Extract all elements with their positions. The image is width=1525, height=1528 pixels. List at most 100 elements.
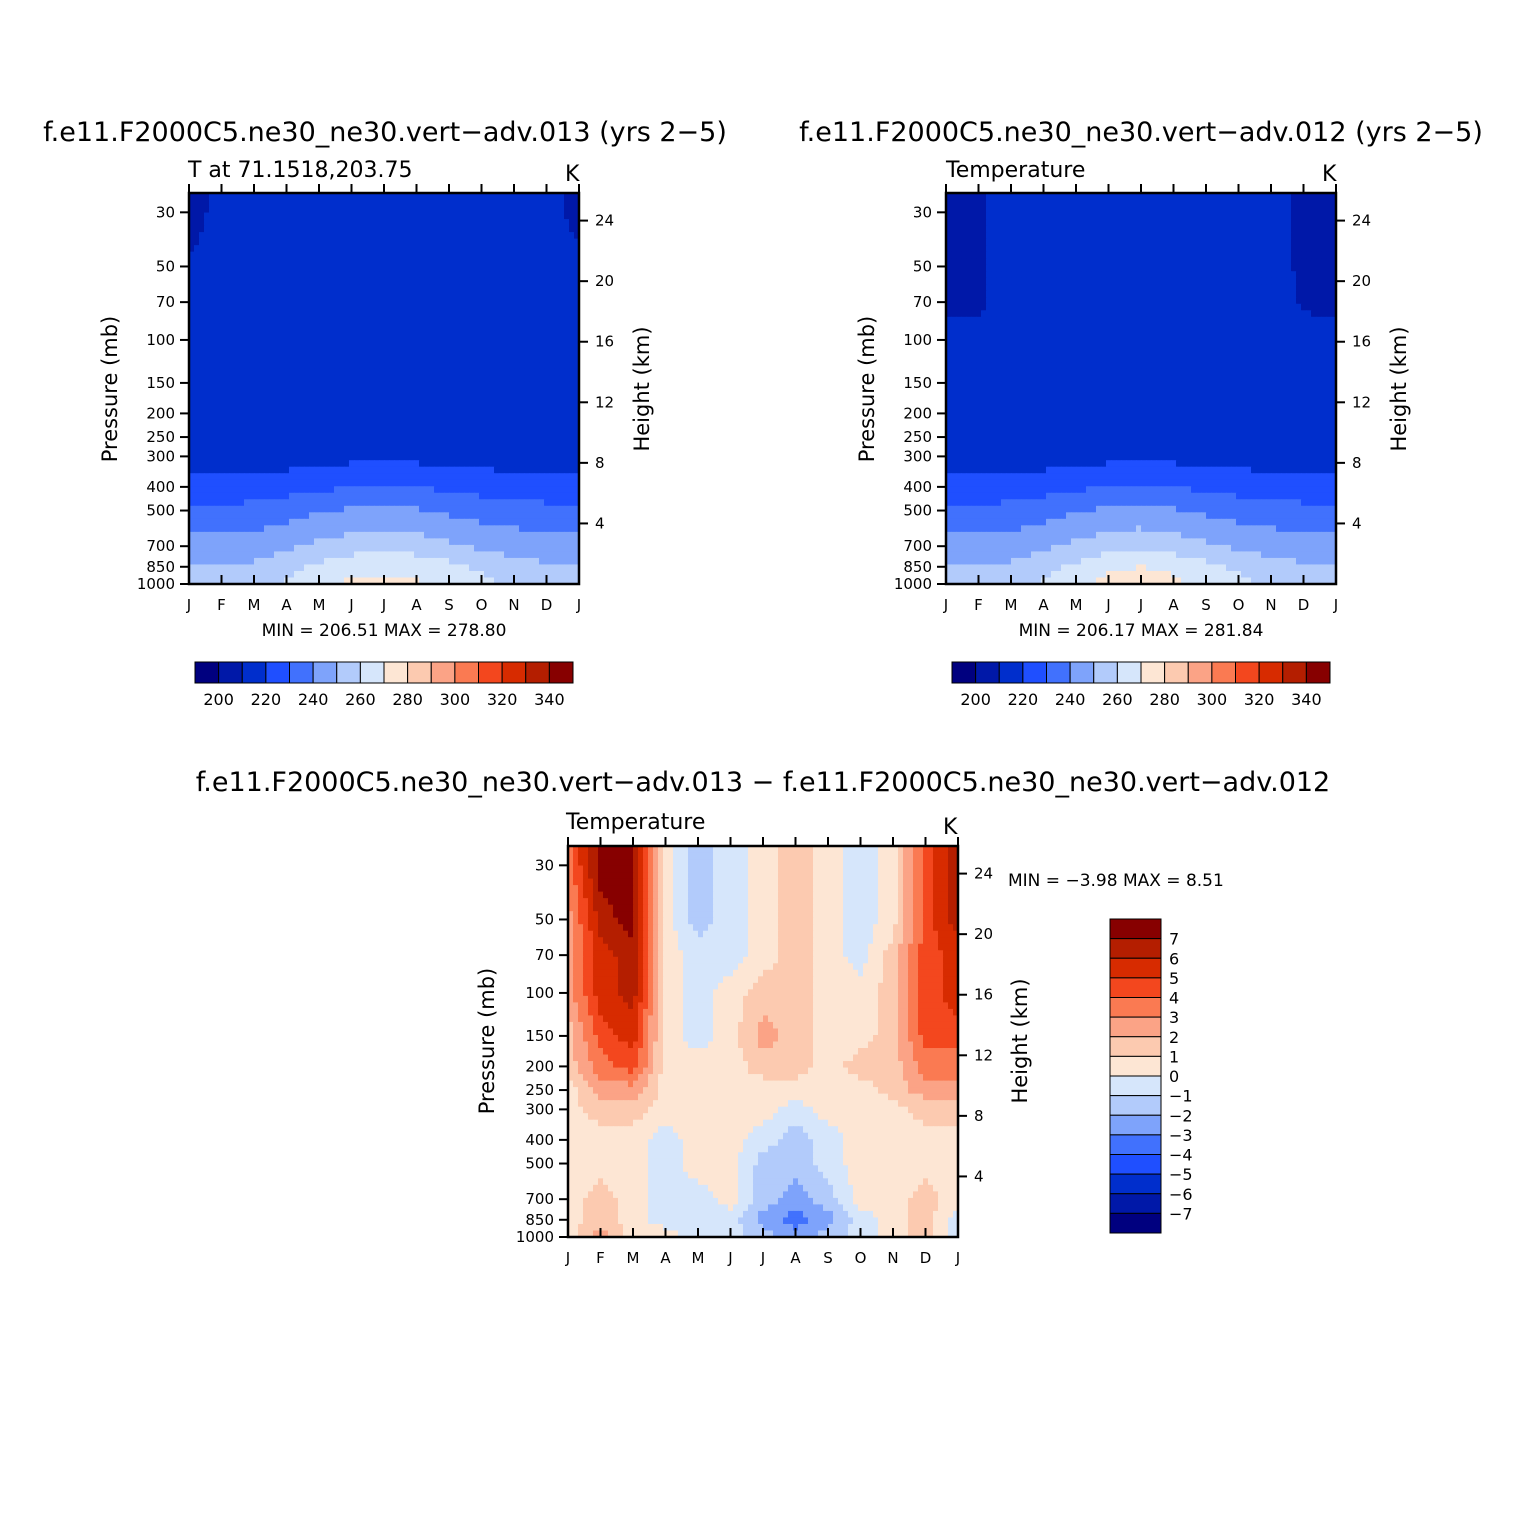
field-cell <box>444 245 450 253</box>
field-cell <box>344 323 350 331</box>
field-cell <box>334 329 340 337</box>
field-cell <box>454 323 460 331</box>
field-cell <box>574 479 580 487</box>
field-cell <box>569 408 575 416</box>
field-cell <box>314 336 320 344</box>
field-cell <box>454 264 460 272</box>
field-cell <box>254 460 260 468</box>
field-cell <box>554 264 560 272</box>
field-cell <box>394 199 400 207</box>
field-cell <box>1201 193 1207 201</box>
field-cell <box>339 219 345 227</box>
field-cell <box>459 199 465 207</box>
field-cell <box>234 290 240 298</box>
field-cell <box>359 297 365 305</box>
field-cell <box>389 414 395 422</box>
field-cell <box>534 245 540 253</box>
field-cell <box>199 440 205 448</box>
field-cell <box>304 199 310 207</box>
field-cell <box>224 206 230 214</box>
field-cell <box>309 329 315 337</box>
field-cell <box>229 525 235 533</box>
field-cell <box>529 206 535 214</box>
field-cell <box>509 290 515 298</box>
field-cell <box>204 427 210 435</box>
field-cell <box>359 329 365 337</box>
field-cell <box>254 421 260 429</box>
field-cell <box>554 401 560 409</box>
field-cell <box>374 551 380 559</box>
field-cell <box>494 245 500 253</box>
field-cell <box>349 316 355 324</box>
field-cell <box>319 316 325 324</box>
field-cell <box>224 460 230 468</box>
field-cell <box>299 271 305 279</box>
field-cell <box>484 440 490 448</box>
field-cell <box>404 505 410 513</box>
field-cell <box>354 538 360 546</box>
field-cell <box>499 453 505 461</box>
field-cell <box>279 342 285 350</box>
field-cell <box>509 414 515 422</box>
field-cell <box>219 512 225 520</box>
field-cell <box>474 473 480 481</box>
field-cell <box>394 466 400 474</box>
field-cell <box>219 460 225 468</box>
field-cell <box>379 492 385 500</box>
field-cell <box>464 199 470 207</box>
field-cell <box>204 362 210 370</box>
field-cell <box>1111 199 1117 207</box>
field-cell <box>524 570 530 579</box>
field-cell <box>419 479 425 487</box>
field-cell <box>384 440 390 448</box>
field-cell <box>304 277 310 285</box>
field-cell <box>269 577 275 585</box>
field-cell <box>324 395 330 403</box>
field-cell <box>554 199 560 207</box>
field-cell <box>464 512 470 520</box>
field-cell <box>289 206 295 214</box>
field-cell <box>549 310 555 318</box>
field-cell <box>354 303 360 311</box>
field-cell <box>404 427 410 435</box>
field-cell <box>239 368 245 377</box>
field-cell <box>534 538 540 546</box>
field-cell <box>414 518 420 526</box>
field-cell <box>569 271 575 279</box>
field-cell <box>544 336 550 344</box>
field-cell <box>209 395 215 403</box>
field-cell <box>189 577 195 585</box>
field-cell <box>514 290 520 298</box>
field-cell <box>459 447 465 455</box>
field-cell <box>434 375 440 383</box>
field-cell <box>199 538 205 546</box>
field-cell <box>199 551 205 559</box>
field-cell <box>319 544 325 553</box>
field-cell <box>444 447 450 455</box>
field-cell <box>259 277 265 285</box>
field-cell <box>319 284 325 292</box>
field-cell <box>549 427 555 435</box>
field-cell <box>299 492 305 500</box>
field-cell <box>274 551 280 559</box>
field-cell <box>549 395 555 403</box>
field-cell <box>574 316 580 324</box>
field-cell <box>1121 193 1127 201</box>
field-cell <box>499 349 505 357</box>
field-cell <box>224 258 230 266</box>
field-cell <box>369 355 375 364</box>
field-cell <box>379 271 385 279</box>
field-cell <box>504 303 510 311</box>
field-cell <box>234 395 240 403</box>
field-cell <box>539 557 545 566</box>
field-cell <box>189 395 195 403</box>
field-cell <box>444 362 450 370</box>
field-cell <box>199 290 205 298</box>
field-cell <box>459 316 465 324</box>
field-cell <box>384 271 390 279</box>
field-cell <box>414 342 420 350</box>
field-cell <box>304 310 310 318</box>
field-cell <box>519 499 525 507</box>
field-cell <box>399 577 405 585</box>
field-cell <box>379 414 385 422</box>
